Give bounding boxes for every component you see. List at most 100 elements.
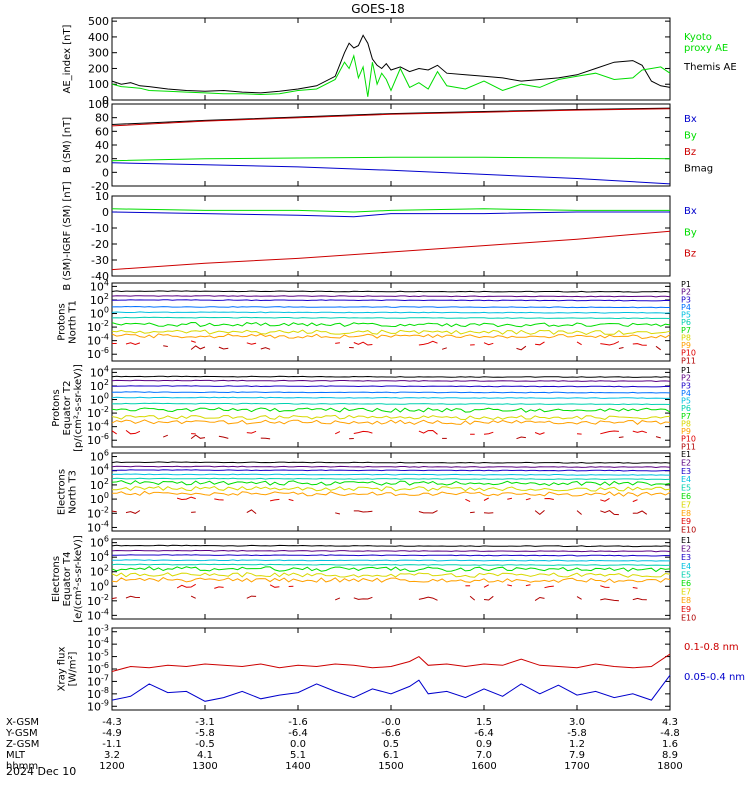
series-line-e10 (335, 512, 341, 515)
legend-entry: P2 (681, 288, 691, 297)
series-line-e8 (112, 490, 671, 497)
ephemeris-value: -6.4 (288, 728, 308, 739)
series-line-p10 (125, 429, 141, 435)
ephemeris-value: 1700 (564, 761, 589, 772)
legend-entry: E6 (681, 492, 691, 501)
series-line-e10 (190, 595, 196, 599)
series-line-p7 (111, 321, 671, 328)
legend-entry: E8 (681, 509, 691, 518)
series-line-p11 (163, 434, 168, 438)
series-line-p10 (576, 341, 582, 346)
y-axis-label: Protons (51, 389, 62, 426)
legend-entry: E1 (681, 450, 691, 459)
ephemeris-value: 1.5 (476, 717, 492, 728)
legend-entry: E4 (681, 562, 691, 571)
series-line-e9 (483, 497, 489, 501)
legend-entry: P6 (681, 318, 691, 327)
ephemeris-value: 3.0 (569, 717, 585, 728)
legend-entry: E3 (681, 467, 691, 476)
series-line-0-05-0-4-nm (111, 674, 671, 702)
series-line-e10 (111, 597, 117, 600)
panel-ae: 500 400 300 200 100 0 AE_index [nT] Kyotoproxy … (62, 15, 737, 107)
legend-entry: E9 (681, 517, 691, 526)
legend-entry: proxy AE (684, 43, 728, 54)
y-axis-label: Equator T4 (62, 552, 73, 607)
y-tick-label: 104 (90, 549, 109, 564)
y-tick-label: 300 (88, 47, 109, 60)
panel-frame (111, 627, 671, 711)
series-line-p4 (111, 391, 671, 394)
series-line-e9 (269, 498, 280, 502)
series-line-e9 (525, 584, 531, 587)
ephemeris-row-label: Z-GSM (6, 739, 39, 750)
ephemeris-row-label: Y-GSM (5, 728, 38, 739)
series-line-p10 (534, 432, 545, 435)
series-line-p10 (535, 341, 545, 346)
y-axis-label: Equator T2 (62, 381, 73, 436)
series-line-bx (111, 162, 671, 185)
ephemeris-value: -4.3 (102, 717, 122, 728)
ephemeris-value: 1600 (471, 761, 496, 772)
legend-entry: E4 (681, 475, 691, 484)
legend-entry: P3 (681, 295, 691, 304)
series-line-e10 (632, 510, 648, 515)
series-line-e10 (353, 596, 373, 600)
series-line-p2 (111, 295, 671, 298)
ephemeris-value: 0.9 (476, 739, 492, 750)
series-line-p4 (111, 305, 670, 309)
y-axis-label: [W/m²] (68, 651, 79, 686)
y-tick-label: 0 (102, 206, 109, 219)
ephemeris-value: -1.1 (102, 739, 122, 750)
panel-bigrf: 10 0 -10 -20 -30 -40 B (SM)-IGRF (SM) [nT] Bx By… (62, 181, 697, 290)
y-axis-label: B (SM) [nT] (62, 117, 73, 173)
ephemeris-value: 7.9 (569, 750, 585, 761)
y-axis-label: Protons (57, 303, 68, 340)
legend-entry: Bz (684, 147, 696, 158)
series-line-e9 (483, 584, 489, 588)
series-line-p9 (111, 419, 671, 425)
series-line-p10 (418, 340, 438, 346)
series-line-bz (111, 108, 671, 127)
series-line-e10 (469, 595, 476, 601)
legend-entry: E3 (681, 553, 691, 562)
ephemeris-value: 1500 (378, 761, 403, 772)
legend-entry: P7 (681, 412, 691, 421)
series-line-p11 (190, 434, 206, 439)
series-line-e6 (111, 480, 671, 487)
panel-frame (111, 282, 671, 362)
ephemeris-value: 1200 (99, 761, 124, 772)
ephemeris-value: -1.6 (288, 717, 308, 728)
ephemeris-value: -6.4 (474, 728, 494, 739)
legend-entry: 0.05-0.4 nm (684, 672, 745, 683)
series-line-by (111, 208, 670, 213)
series-line-e9 (600, 497, 610, 502)
series-line-p10 (600, 341, 620, 346)
y-tick-label: 100 (90, 491, 109, 506)
legend-entry: P3 (681, 381, 691, 390)
series-line-p11 (441, 347, 447, 350)
legend-entry: Bmag (684, 164, 713, 175)
series-line-p7 (111, 407, 671, 413)
legend-entry: Bx (684, 114, 697, 125)
series-line-e9 (214, 586, 224, 589)
y-tick-label: 80 (95, 112, 109, 125)
series-line-p11 (218, 346, 229, 350)
series-line-e10 (246, 509, 257, 514)
legend-entry: By (684, 227, 697, 238)
y-axis-label: [e/(cm²-s-sr-keV)] (73, 535, 84, 623)
ephemeris-value: -3.1 (195, 717, 215, 728)
y-tick-label: 10-4 (87, 519, 109, 534)
y-tick-label: 100 (88, 98, 109, 111)
y-tick-label: 100 (88, 78, 109, 91)
series-line-e9 (544, 497, 554, 500)
legend-entry: P10 (681, 349, 696, 358)
y-axis-label: B (SM)-IGRF (SM) [nT] (62, 181, 73, 290)
panel-frame (111, 103, 671, 187)
series-line-bx (111, 211, 670, 218)
series-line-p11 (516, 436, 526, 440)
